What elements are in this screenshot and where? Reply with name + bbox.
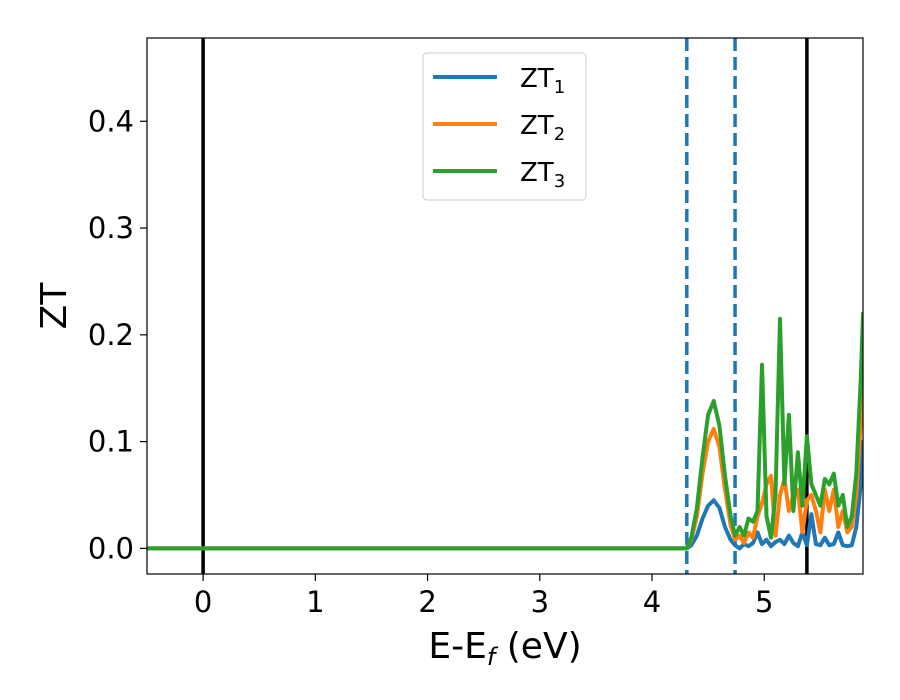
- y-tick-label: 0.1: [88, 425, 134, 459]
- y-tick-label: 0.0: [88, 531, 134, 565]
- legend-label-zt2-subscript: 2: [554, 124, 565, 145]
- y-axis-ticks: 0.0 0.1 0.2 0.3 0.4: [88, 104, 147, 565]
- plot-frame: [146, 37, 864, 575]
- x-tick-label: 1: [306, 585, 324, 619]
- x-tick-label: 3: [531, 585, 549, 619]
- x-axis-label-unit: (eV): [495, 626, 581, 667]
- legend-label-zt1-subscript: 1: [554, 77, 565, 98]
- y-axis-label: ZT: [34, 282, 75, 330]
- x-axis-label: E-Ef (eV): [428, 626, 581, 671]
- x-tick-label: 4: [643, 585, 661, 619]
- legend-label-zt3: ZT3: [520, 158, 565, 192]
- legend-box: [422, 52, 587, 201]
- legend-label-zt2-main: ZT: [520, 111, 554, 141]
- x-axis-label-main: E-E: [428, 626, 486, 667]
- series-line-zt3: [147, 311, 863, 551]
- legend-label-zt3-subscript: 3: [554, 171, 565, 192]
- legend-label-zt1-main: ZT: [520, 64, 554, 94]
- y-tick-label: 0.2: [88, 318, 134, 352]
- legend-label-zt2: ZT2: [520, 111, 565, 145]
- series-line-zt1: [147, 439, 863, 551]
- legend: ZT1 ZT2 ZT3: [422, 52, 587, 201]
- y-tick-label: 0.4: [88, 104, 134, 138]
- x-tick-label: 0: [194, 585, 212, 619]
- series-layer: [147, 311, 863, 551]
- x-axis-ticks: 0 1 2 3 4 5: [194, 574, 773, 619]
- legend-label-zt3-main: ZT: [520, 158, 554, 188]
- reference-lines: [201, 38, 809, 574]
- y-tick-label: 0.3: [88, 211, 134, 245]
- x-tick-label: 5: [755, 585, 773, 619]
- series-line-zt2: [147, 364, 863, 551]
- legend-label-zt1: ZT1: [520, 64, 565, 98]
- x-tick-label: 2: [418, 585, 436, 619]
